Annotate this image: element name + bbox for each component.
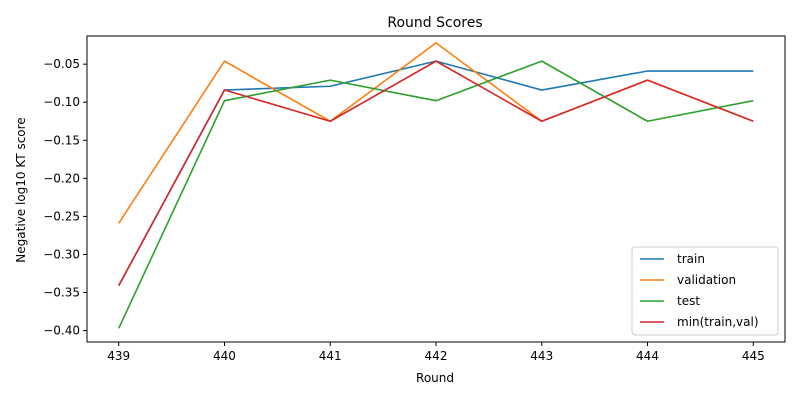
y-tick-label: −0.30 bbox=[43, 247, 80, 261]
y-axis-title: Negative log10 KT score bbox=[14, 117, 28, 262]
y-tick-label: −0.10 bbox=[43, 95, 80, 109]
plot-area bbox=[118, 42, 754, 329]
y-tick-label: −0.05 bbox=[43, 57, 80, 71]
x-tick-label: 441 bbox=[319, 349, 342, 363]
y-tick-label: −0.20 bbox=[43, 171, 80, 185]
x-tick-label: 443 bbox=[530, 349, 553, 363]
legend-label: min(train,val) bbox=[677, 315, 759, 329]
legend-label: test bbox=[677, 294, 700, 308]
legend: train validation test min(train,val) bbox=[631, 246, 779, 336]
x-tick-label: 445 bbox=[742, 349, 765, 363]
x-tick-label: 440 bbox=[213, 349, 236, 363]
y-tick-label: −0.15 bbox=[43, 133, 80, 147]
x-tick-label: 444 bbox=[636, 349, 659, 363]
y-tick-label: −0.40 bbox=[43, 324, 80, 338]
y-tick-label: −0.25 bbox=[43, 209, 80, 223]
y-tick-label: −0.35 bbox=[43, 286, 80, 300]
legend-label: validation bbox=[677, 273, 736, 287]
x-tick-label: 439 bbox=[107, 349, 130, 363]
series-line-validation bbox=[118, 42, 754, 224]
x-axis-title: Round bbox=[416, 371, 454, 385]
x-axis: 439 440 441 442 443 444 445 bbox=[107, 342, 765, 363]
y-axis: −0.40 −0.35 −0.30 −0.25 −0.20 −0.15 −0.10 −0.05 bbox=[43, 57, 87, 338]
chart-title: Round Scores bbox=[387, 15, 482, 31]
legend-label: train bbox=[677, 252, 705, 266]
legend-box bbox=[631, 246, 779, 336]
x-tick-label: 442 bbox=[425, 349, 448, 363]
